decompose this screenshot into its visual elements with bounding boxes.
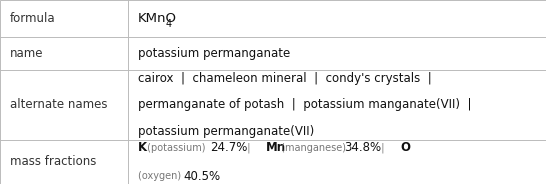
Text: 40.5%: 40.5% xyxy=(183,169,221,183)
Text: potassium permanganate(VII): potassium permanganate(VII) xyxy=(138,125,314,138)
Text: KMnO: KMnO xyxy=(138,12,177,25)
Text: (potassium): (potassium) xyxy=(144,143,209,153)
Text: (oxygen): (oxygen) xyxy=(138,171,185,181)
Text: alternate names: alternate names xyxy=(10,98,108,111)
Text: cairox  |  chameleon mineral  |  condy's crystals  |: cairox | chameleon mineral | condy's cry… xyxy=(138,72,432,85)
Text: 4: 4 xyxy=(165,19,171,29)
Text: (manganese): (manganese) xyxy=(278,143,349,153)
Text: 34.8%: 34.8% xyxy=(344,141,381,154)
Text: |: | xyxy=(375,143,390,153)
Text: O: O xyxy=(400,141,410,154)
Text: name: name xyxy=(10,47,43,60)
Text: 24.7%: 24.7% xyxy=(210,141,247,154)
Text: formula: formula xyxy=(10,12,56,25)
Text: mass fractions: mass fractions xyxy=(10,155,96,168)
Text: Mn: Mn xyxy=(266,141,286,154)
Text: |: | xyxy=(241,143,257,153)
Text: permanganate of potash  |  potassium manganate(VII)  |: permanganate of potash | potassium manga… xyxy=(138,98,472,111)
Text: K: K xyxy=(138,141,147,154)
Text: potassium permanganate: potassium permanganate xyxy=(138,47,290,60)
